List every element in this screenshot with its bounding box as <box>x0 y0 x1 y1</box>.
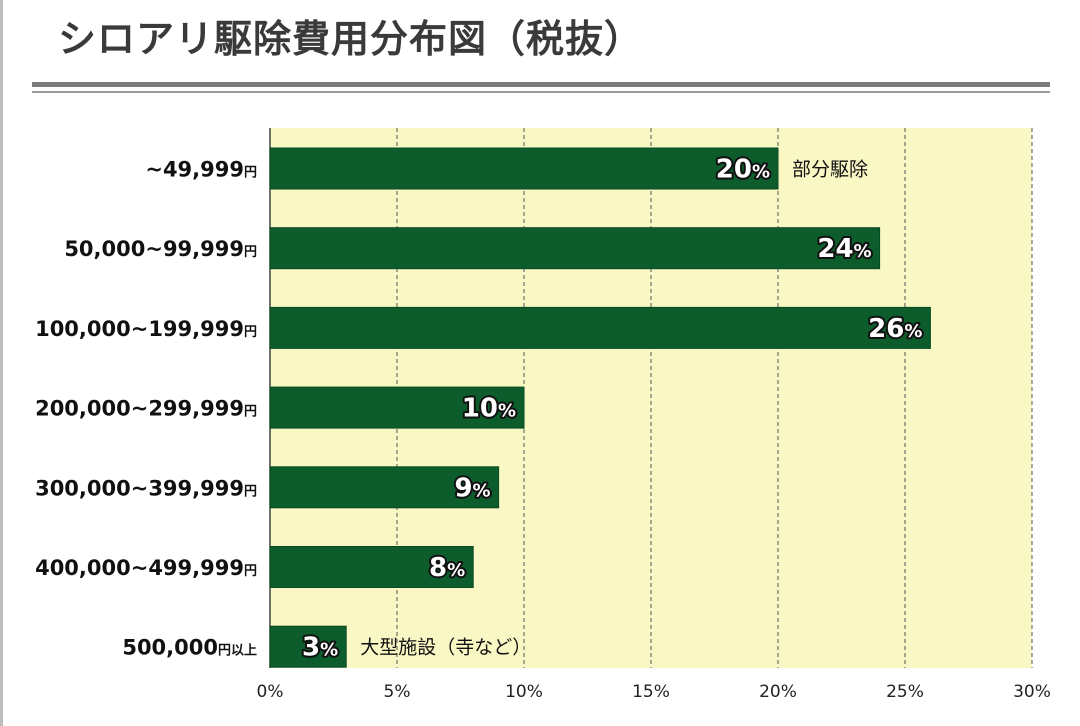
x-tick-label: 5% <box>384 682 411 702</box>
bar-annotation: 大型施設（寺など） <box>360 637 531 659</box>
bar-value-label: 9% <box>454 473 490 503</box>
x-tick-label: 20% <box>759 682 797 702</box>
x-tick-label: 25% <box>886 682 924 702</box>
bar <box>269 306 931 349</box>
frame-border <box>0 0 3 726</box>
title-divider-thin <box>32 91 1050 93</box>
bar-value-label: 10% <box>462 394 516 424</box>
category-label: 200,000~299,999円 <box>35 397 257 421</box>
bar <box>269 625 347 668</box>
bar <box>269 546 474 588</box>
category-label: 500,000円以上 <box>122 636 257 660</box>
bar-value-label: 3% <box>302 633 338 663</box>
bar-value-label: 20% <box>716 155 770 185</box>
bar <box>269 147 779 190</box>
category-label: 50,000~99,999円 <box>64 237 257 261</box>
category-label: ~49,999円 <box>145 158 257 182</box>
title-divider <box>32 82 1050 87</box>
bar-value-label: 26% <box>868 314 922 344</box>
chart-title: シロアリ駆除費用分布図（税抜） <box>58 17 644 61</box>
bar-value-label: 8% <box>429 553 465 583</box>
x-tick-label: 15% <box>632 682 670 702</box>
category-label: 400,000~499,999円 <box>35 556 257 580</box>
bar-annotation: 部分駆除 <box>792 159 868 181</box>
bar <box>269 227 881 270</box>
bar-value-label: 24% <box>817 234 871 264</box>
x-tick-label: 10% <box>505 682 543 702</box>
x-tick-label: 30% <box>1013 682 1051 702</box>
category-label: 100,000~199,999円 <box>35 317 257 341</box>
category-label: 300,000~399,999円 <box>35 476 257 500</box>
x-tick-label: 0% <box>257 682 284 702</box>
bar <box>269 466 500 509</box>
bar <box>269 386 525 429</box>
